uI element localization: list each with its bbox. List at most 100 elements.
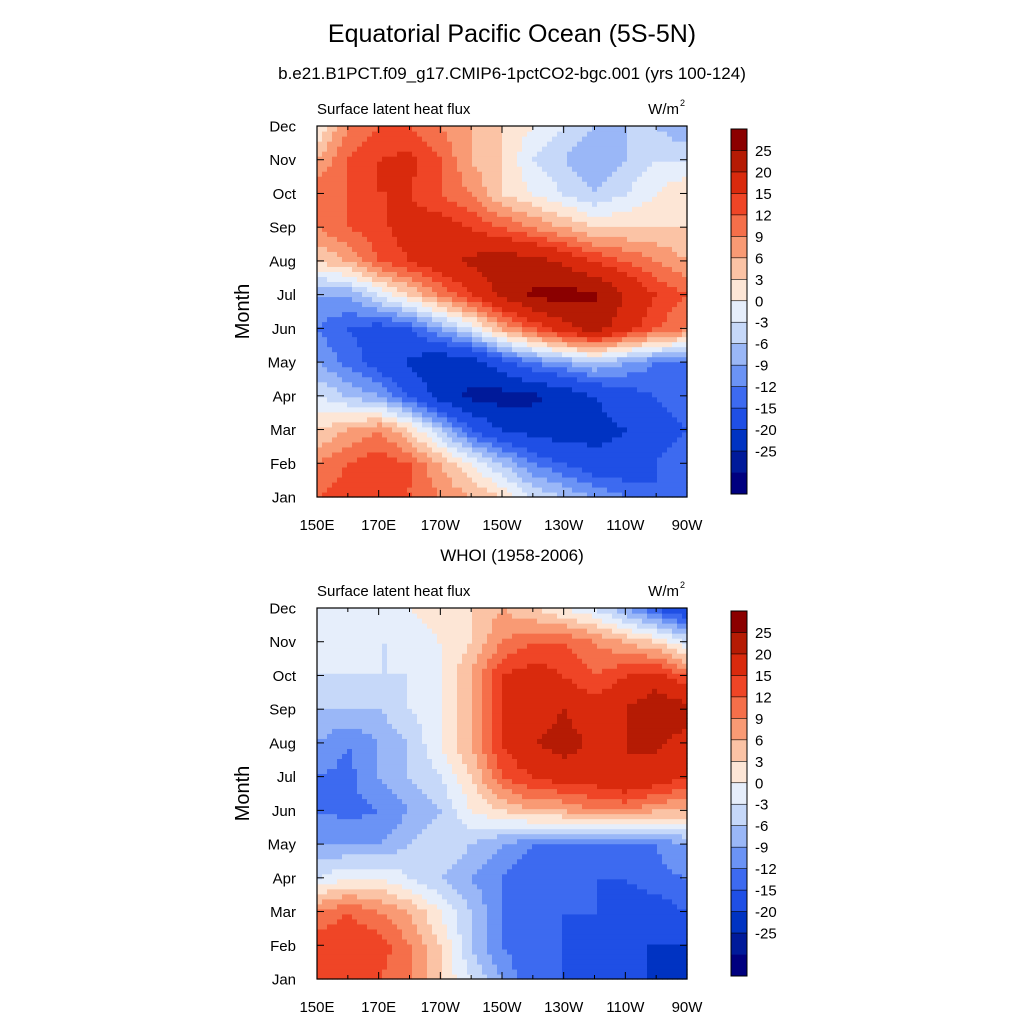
heatmap-cell: [357, 156, 363, 162]
heatmap-cell: [442, 361, 448, 368]
heatmap-cell: [502, 166, 508, 172]
heatmap-cell: [407, 146, 413, 152]
heatmap-cell: [377, 316, 383, 323]
heatmap-cell: [337, 286, 343, 293]
heatmap-cell: [337, 391, 343, 398]
heatmap-cell: [367, 241, 373, 247]
heatmap-cell: [387, 181, 393, 187]
heatmap-cell: [432, 341, 438, 348]
heatmap-cell: [547, 131, 553, 137]
heatmap-cell: [387, 231, 393, 237]
heatmap-cell: [432, 461, 438, 468]
heatmap-cell: [627, 246, 633, 252]
heatmap-cell: [562, 406, 568, 413]
heatmap-cell: [362, 241, 368, 247]
heatmap-cell: [462, 196, 468, 202]
heatmap-cell: [527, 316, 533, 323]
heatmap-cell: [562, 381, 568, 388]
heatmap-cell: [627, 486, 633, 493]
heatmap-cell: [487, 386, 493, 393]
heatmap-cell: [472, 476, 478, 483]
heatmap-cell: [482, 481, 488, 488]
heatmap-cell: [522, 246, 528, 252]
heatmap-cell: [397, 271, 403, 277]
heatmap-cell: [602, 396, 608, 403]
heatmap-cell: [517, 306, 523, 313]
heatmap-cell: [392, 216, 398, 222]
heatmap-cell: [372, 151, 378, 157]
heatmap-cell: [467, 261, 473, 267]
heatmap-cell: [617, 141, 623, 147]
heatmap-cell: [392, 156, 398, 162]
heatmap-cell: [352, 306, 358, 313]
heatmap-cell: [352, 396, 358, 403]
heatmap-cell: [387, 241, 393, 247]
heatmap-cell: [337, 411, 343, 418]
heatmap-cell: [437, 296, 443, 303]
heatmap-cell: [527, 486, 533, 493]
heatmap-cell: [592, 271, 598, 277]
heatmap-cell: [317, 166, 323, 172]
heatmap-cell: [607, 436, 613, 443]
heatmap-cell: [637, 466, 643, 473]
heatmap-cell: [337, 441, 343, 448]
heatmap-cell: [547, 386, 553, 393]
heatmap-cell: [542, 126, 548, 132]
heatmap-cell: [437, 381, 443, 388]
heatmap-cell: [567, 446, 573, 453]
heatmap-cell: [602, 291, 608, 298]
heatmap-cell: [357, 291, 363, 298]
heatmap-cell: [317, 401, 323, 408]
heatmap-cell: [337, 201, 343, 207]
heatmap-cell: [477, 371, 483, 378]
heatmap-cell: [482, 126, 488, 132]
heatmap-cell: [477, 461, 483, 468]
heatmap-cell: [362, 276, 368, 283]
heatmap-cell: [602, 211, 608, 217]
heatmap-cell: [447, 326, 453, 333]
heatmap-cell: [432, 316, 438, 323]
heatmap-cell: [582, 406, 588, 413]
heatmap-cell: [517, 241, 523, 247]
heatmap-cell: [647, 306, 653, 313]
heatmap-cell: [622, 361, 628, 368]
heatmap-cell: [582, 266, 588, 272]
heatmap-cell: [442, 456, 448, 463]
heatmap-cell: [607, 166, 613, 172]
heatmap-cell: [552, 391, 558, 398]
heatmap-cell: [422, 421, 428, 428]
heatmap-cell: [387, 406, 393, 413]
heatmap-cell: [472, 151, 478, 157]
heatmap-cell: [652, 376, 658, 383]
heatmap-cell: [507, 261, 513, 267]
heatmap-cell: [642, 166, 648, 172]
heatmap-cell: [397, 231, 403, 237]
heatmap-cell: [597, 166, 603, 172]
heatmap-cell: [567, 311, 573, 318]
heatmap-cell: [387, 426, 393, 433]
heatmap-cell: [527, 416, 533, 423]
heatmap-cell: [522, 476, 528, 483]
heatmap-cell: [332, 356, 338, 363]
heatmap-cell: [492, 441, 498, 448]
heatmap-cell: [407, 141, 413, 147]
heatmap-cell: [427, 151, 433, 157]
heatmap-cell: [432, 326, 438, 333]
heatmap-cell: [492, 426, 498, 433]
heatmap-cell: [517, 356, 523, 363]
heatmap-cell: [457, 196, 463, 202]
heatmap-cell: [532, 351, 538, 358]
heatmap-cell: [392, 436, 398, 443]
heatmap-cell: [352, 221, 358, 227]
heatmap-cell: [567, 201, 573, 207]
heatmap-cell: [492, 376, 498, 383]
heatmap-cell: [507, 351, 513, 358]
heatmap-cell: [607, 416, 613, 423]
heatmap-cell: [367, 261, 373, 267]
heatmap-cell: [427, 271, 433, 277]
heatmap-cell: [632, 461, 638, 468]
heatmap-cell: [392, 296, 398, 303]
heatmap-cell: [332, 311, 338, 318]
heatmap-cell: [542, 366, 548, 373]
heatmap-cell: [367, 456, 373, 463]
